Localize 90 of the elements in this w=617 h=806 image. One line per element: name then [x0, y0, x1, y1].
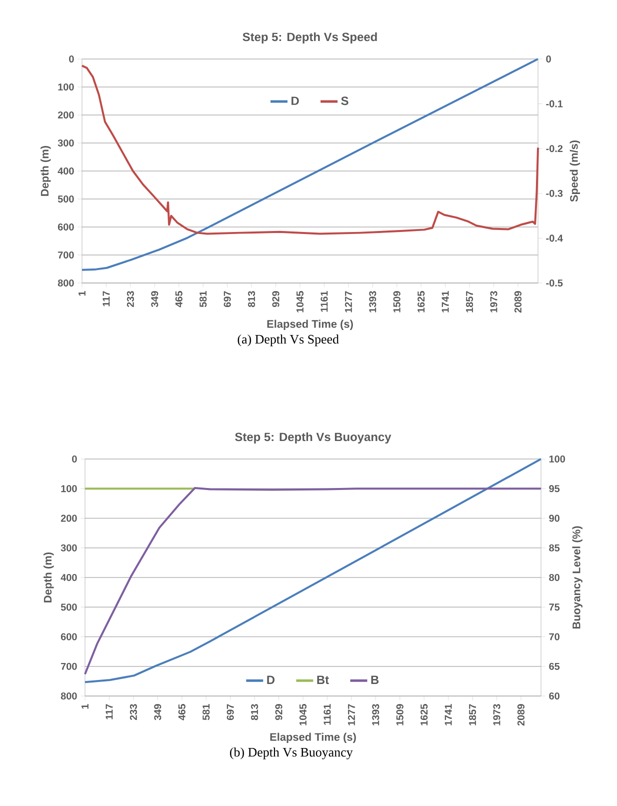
x-axis-title: Elapsed Time (s): [267, 320, 353, 330]
x-tick-label: 233: [130, 704, 137, 720]
x-tick-label: 1161: [320, 291, 328, 312]
x-tick-label: 1277: [344, 291, 352, 312]
text: (a) Depth Vs Speed: [238, 334, 339, 346]
x-tick-label: 1277: [348, 704, 355, 726]
x-tick-label: 1045: [296, 291, 304, 312]
legend-label: Bt: [317, 676, 329, 684]
y-tick-label: 300: [58, 139, 74, 147]
y-axis-title: Depth (m): [40, 146, 51, 196]
legend-label: B: [371, 676, 379, 684]
x-tick-label: 1: [82, 704, 88, 709]
x-axis-title: Elapsed Time (s): [270, 732, 356, 743]
text: (b) Depth Vs Buoyancy: [230, 748, 353, 760]
y2-tick-label: 75: [549, 604, 560, 611]
x-tick-label: 1741: [442, 291, 449, 312]
chart-title: Step 5: Depth Vs Buoyancy: [235, 432, 392, 444]
y-tick-label: 800: [58, 279, 74, 287]
legend-label: D: [267, 676, 275, 684]
x-tick-label: 581: [202, 704, 210, 720]
x-tick-label: 1509: [393, 291, 400, 312]
x-tick-label: 1741: [444, 704, 452, 726]
y2-tick-label: 0: [546, 55, 551, 63]
line-series: [84, 458, 542, 684]
y-tick-label: 500: [58, 195, 74, 203]
line-series: [81, 58, 540, 271]
x-tick-label: 117: [102, 291, 110, 306]
y-tick-label: 200: [58, 111, 74, 119]
chart-title: Step 5: Depth Vs Speed: [242, 32, 377, 44]
y2-axis-title: Buoyancy Level (%): [572, 526, 582, 629]
y-tick-label: 300: [60, 544, 77, 552]
y2-tick-label: -0.3: [546, 190, 563, 197]
x-tick-label: 697: [226, 704, 234, 720]
x-tick-label: 1509: [396, 704, 404, 726]
y2-tick-label: 80: [549, 574, 560, 582]
x-tick-label: 1: [78, 291, 86, 296]
x-tick-label: 1161: [324, 704, 331, 725]
y-tick-label: 400: [60, 574, 77, 582]
y2-tick-label: -0.1: [546, 100, 563, 108]
y-axis-title: Depth (m): [44, 552, 54, 602]
x-tick-label: 1625: [420, 704, 428, 726]
x-tick-label: 1393: [369, 291, 376, 312]
x-tick-label: 929: [275, 704, 282, 720]
y2-tick-label: -0.4: [546, 234, 563, 242]
legend-label: S: [341, 96, 348, 106]
x-tick-label: 1857: [468, 704, 476, 726]
line-series: [81, 64, 540, 235]
x-tick-label: 1393: [372, 704, 380, 726]
x-tick-label: 2089: [517, 704, 524, 726]
y-tick-label: 100: [61, 485, 77, 492]
y2-tick-label: 95: [549, 485, 560, 492]
y-tick-label: 800: [60, 692, 77, 700]
x-tick-label: 465: [175, 291, 182, 308]
x-tick-label: 349: [151, 291, 158, 308]
y2-axis-title: Speed (m/s): [570, 140, 580, 202]
y-tick-label: 600: [60, 633, 77, 640]
y-tick-label: 500: [60, 604, 77, 611]
x-tick-label: 813: [251, 704, 258, 720]
y-tick-label: 700: [61, 662, 77, 670]
x-tick-label: 1625: [418, 291, 425, 312]
y2-tick-label: 100: [549, 455, 565, 463]
y-tick-label: 100: [58, 83, 74, 91]
x-tick-label: 1045: [299, 704, 307, 726]
x-tick-label: 1857: [466, 291, 474, 312]
y2-tick-label: 60: [549, 692, 560, 700]
y2-tick-label: -0.5: [546, 279, 563, 287]
y-tick-label: 700: [58, 251, 74, 259]
x-tick-label: 813: [248, 291, 256, 308]
y2-tick-label: -0.2: [546, 145, 563, 152]
y2-tick-label: 65: [549, 662, 560, 670]
y-tick-label: 600: [58, 223, 74, 231]
x-tick-label: 697: [224, 291, 231, 308]
legend-label: D: [292, 96, 299, 105]
y2-tick-label: 70: [549, 633, 560, 640]
y-tick-label: 400: [58, 167, 74, 175]
x-tick-label: 1973: [493, 704, 500, 726]
x-tick-label: 233: [126, 291, 134, 308]
y2-tick-label: 85: [549, 544, 560, 552]
line-series: [84, 487, 542, 676]
x-tick-label: 2089: [514, 291, 522, 313]
y-tick-label: 0: [69, 55, 74, 63]
y2-tick-label: 90: [549, 514, 560, 522]
x-tick-label: 117: [106, 704, 113, 720]
y-tick-label: 200: [60, 514, 77, 522]
x-tick-label: 465: [178, 704, 186, 720]
x-tick-label: 581: [200, 291, 207, 308]
y-tick-label: 0: [72, 455, 77, 463]
x-tick-label: 1973: [490, 291, 498, 312]
x-tick-label: 349: [154, 704, 162, 720]
x-tick-label: 929: [272, 291, 280, 308]
